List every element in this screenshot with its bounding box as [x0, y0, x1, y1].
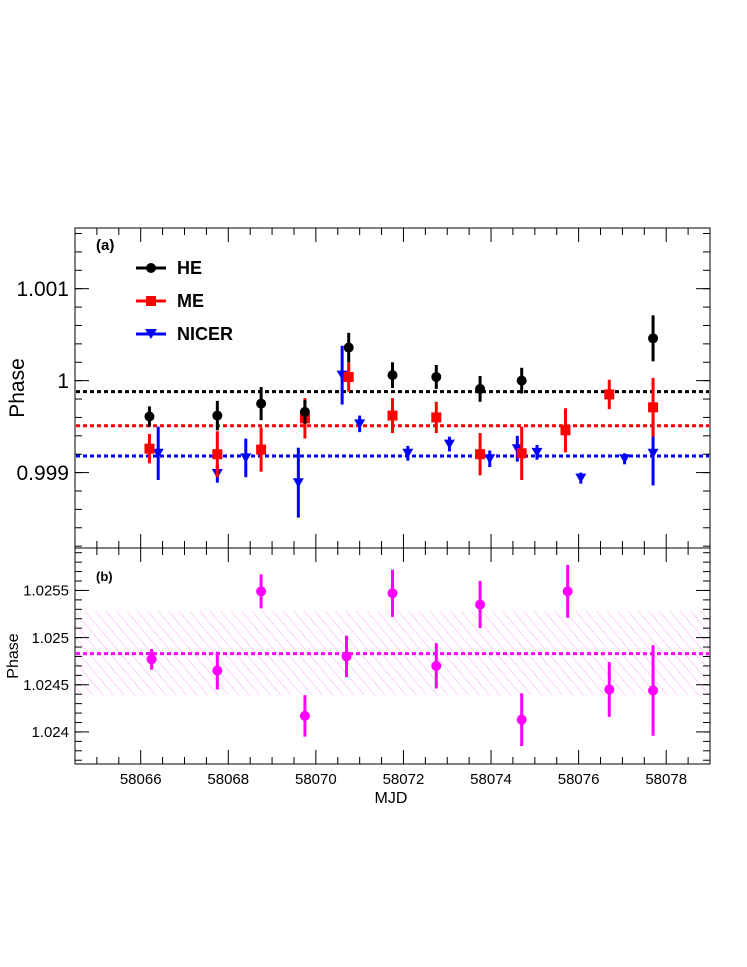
me-point [560, 425, 571, 436]
panel-a-label: (a) [96, 237, 114, 254]
nicer-point [619, 454, 631, 464]
panel-b-ytick-label: 1.0255 [23, 583, 69, 600]
me-point [604, 389, 615, 400]
panel-b-ytick-label: 1.025 [31, 630, 69, 647]
panel-b-ylabel: Phase [5, 633, 22, 678]
difference-point [341, 651, 352, 662]
difference-point [299, 710, 310, 721]
me-point [648, 402, 659, 413]
xtick-label: 58074 [470, 771, 512, 788]
x-axis-label: MJD [375, 790, 408, 807]
difference-point [431, 660, 442, 671]
legend-he-label: HE [177, 258, 202, 278]
nicer-point [292, 478, 304, 488]
me-point [387, 410, 398, 421]
difference-point [146, 654, 157, 665]
xtick-label: 58068 [207, 771, 249, 788]
me-point [516, 448, 527, 459]
legend-me-marker [146, 296, 156, 306]
he-point [431, 371, 442, 382]
panel-b-ytick-label: 1.024 [31, 724, 69, 741]
nicer-point [354, 419, 366, 429]
nicer-point [240, 453, 252, 463]
he-point [256, 398, 267, 409]
difference-point [387, 588, 398, 599]
legend-nicer-label: NICER [177, 324, 233, 344]
difference-point [516, 714, 527, 725]
he-point [387, 370, 398, 381]
me-point [212, 449, 223, 460]
panel-a-ytick-label: 1.001 [16, 278, 69, 301]
panel-a-ylabel: Phase [6, 358, 29, 418]
he-point [648, 333, 659, 344]
he-point [212, 410, 223, 421]
nicer-point [484, 454, 496, 464]
difference-point [475, 599, 486, 610]
panel-b-label: (b) [96, 569, 113, 584]
xtick-label: 58070 [295, 771, 337, 788]
me-point [343, 371, 354, 382]
difference-point [604, 684, 615, 695]
nicer-point [402, 448, 414, 459]
panel-a-ytick-label: 0.999 [16, 462, 69, 485]
me-point [475, 449, 486, 460]
he-point [144, 411, 155, 422]
me-point [256, 444, 267, 455]
panel-b-ytick-label: 1.0245 [23, 677, 69, 694]
me-point [431, 412, 442, 423]
legend: HE ME NICER [136, 258, 233, 344]
legend-nicer-marker [145, 329, 157, 339]
he-point [516, 375, 527, 386]
difference-point [562, 586, 573, 597]
legend-me-label: ME [177, 291, 204, 311]
xtick-label: 58076 [558, 771, 600, 788]
difference-point [256, 586, 267, 597]
xtick-label: 58078 [645, 771, 687, 788]
legend-he-marker [146, 263, 156, 273]
he-point [299, 406, 310, 417]
nicer-point [443, 439, 455, 450]
difference-point [212, 665, 223, 676]
xtick-label: 58066 [120, 771, 162, 788]
xtick-label: 58072 [383, 771, 425, 788]
he-point [475, 383, 486, 394]
me-point [144, 443, 155, 454]
difference-point [648, 685, 659, 696]
he-point [343, 342, 354, 353]
nicer-point [575, 473, 587, 484]
nicer-point [152, 448, 164, 459]
nicer-point [531, 447, 543, 458]
panel-a-ytick-label: 1 [57, 370, 69, 393]
nicer-point [647, 448, 659, 459]
